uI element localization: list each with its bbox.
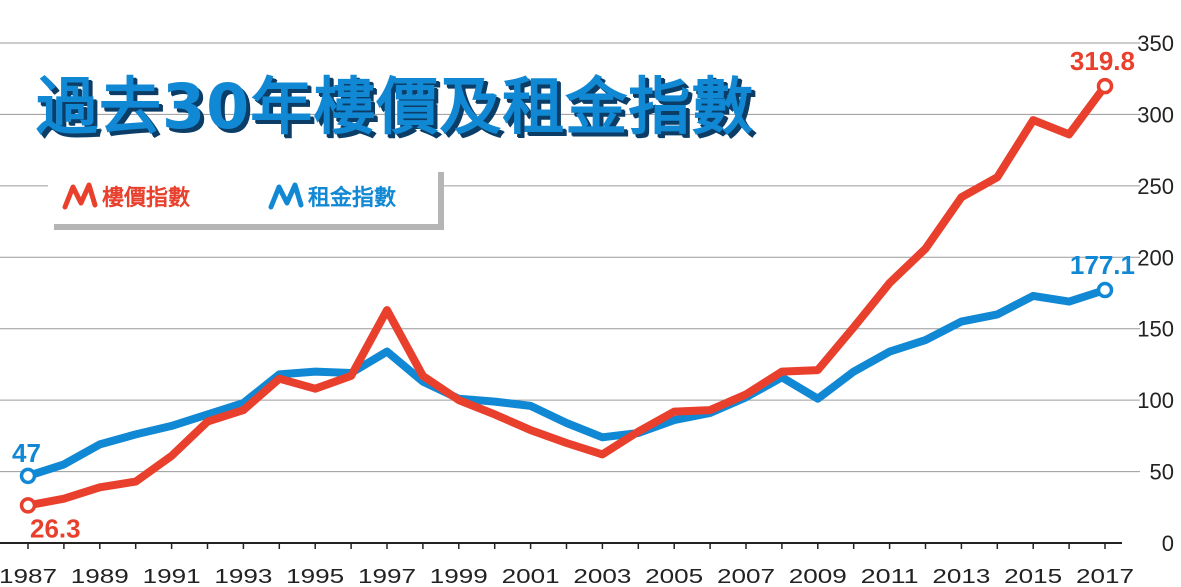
y-tick-label: 0 bbox=[1162, 531, 1174, 556]
legend-item-price: 樓價指數 bbox=[62, 180, 190, 212]
x-tick-label: 1999 bbox=[430, 566, 488, 587]
x-tick-label: 2013 bbox=[932, 566, 990, 587]
x-tick-label: 2009 bbox=[789, 566, 847, 587]
x-tick-label: 1993 bbox=[214, 566, 272, 587]
y-tick-label: 100 bbox=[1137, 388, 1174, 413]
endpoint-marker bbox=[1096, 281, 1114, 299]
x-tick-label: 1995 bbox=[286, 566, 344, 587]
x-tick-label: 2005 bbox=[645, 566, 703, 587]
data-label: 26.3 bbox=[30, 513, 81, 543]
legend-label: 樓價指數 bbox=[102, 186, 191, 211]
series-line bbox=[24, 82, 1109, 510]
data-label: 319.8 bbox=[1070, 46, 1135, 76]
x-tick-label: 2015 bbox=[1004, 566, 1062, 587]
legend-label: 租金指數 bbox=[308, 186, 397, 211]
x-tick-label: 1989 bbox=[71, 566, 129, 587]
series-line bbox=[24, 286, 1109, 480]
data-label: 47 bbox=[12, 438, 41, 468]
x-tick-label: 2017 bbox=[1076, 566, 1134, 587]
data-label: 177.1 bbox=[1070, 250, 1135, 280]
x-tick-label: 1991 bbox=[143, 566, 201, 587]
endpoint-marker bbox=[19, 467, 37, 485]
series-lines bbox=[24, 82, 1109, 510]
x-axis-ticks: 1987 1989 1991 1993 1995 1997 1999 2001 2003 2005… bbox=[0, 542, 1134, 587]
data-labels: 26.3 319.8 47 177.1 bbox=[12, 46, 1135, 543]
y-tick-label: 250 bbox=[1137, 174, 1174, 199]
legend-item-rent: 租金指數 bbox=[268, 180, 396, 212]
chart-title: 過去30年樓價及租金指數 bbox=[36, 70, 755, 143]
zigzag-line-icon bbox=[62, 182, 98, 210]
endpoint-marker bbox=[1096, 77, 1114, 95]
endpoint-markers bbox=[19, 77, 1114, 514]
x-tick-label: 2011 bbox=[861, 566, 919, 587]
y-tick-label: 300 bbox=[1137, 102, 1174, 127]
y-tick-label: 200 bbox=[1137, 245, 1174, 270]
endpoint-marker bbox=[19, 497, 37, 514]
legend: 樓價指數 租金指數 bbox=[48, 166, 438, 224]
x-tick-label: 2001 bbox=[502, 566, 560, 587]
y-tick-label: 50 bbox=[1150, 460, 1174, 485]
x-tick-label: 2007 bbox=[717, 566, 775, 587]
x-tick-label: 2003 bbox=[573, 566, 631, 587]
x-tick-label: 1997 bbox=[358, 566, 416, 587]
x-tick-label: 1987 bbox=[0, 566, 57, 587]
y-tick-label: 150 bbox=[1137, 317, 1174, 342]
y-tick-label: 350 bbox=[1137, 31, 1174, 56]
y-axis-ticks: 0 50 100 150 200 250 300 350 bbox=[1137, 31, 1174, 556]
zigzag-line-icon bbox=[268, 182, 304, 210]
